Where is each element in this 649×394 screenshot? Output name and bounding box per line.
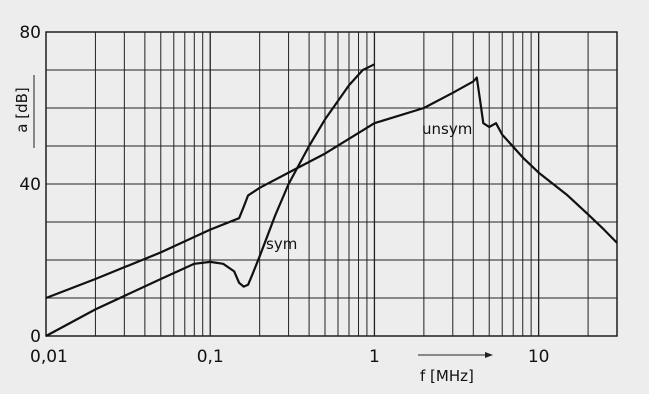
series-label-sym: sym: [266, 235, 297, 253]
x-tick-label: 1: [369, 347, 380, 367]
tick-labels: 0,01 0,1 1 10 0 40 80: [19, 23, 549, 367]
y-tick-label: 40: [19, 175, 41, 195]
series-line-unsym: [45, 76, 618, 300]
x-axis-arrow-head: [485, 352, 493, 358]
y-tick-label: 0: [30, 327, 41, 347]
x-tick-label: 0,1: [197, 347, 224, 367]
grid: [45, 31, 618, 337]
x-tick-label: 0,01: [30, 347, 68, 367]
x-axis-label: f [MHz]: [420, 367, 474, 385]
curves: [45, 63, 618, 337]
x-tick-label: 10: [528, 347, 550, 367]
y-axis-label: a [dB]: [13, 87, 31, 132]
y-tick-label: 80: [19, 23, 41, 43]
series-label-unsym: unsym: [422, 120, 472, 138]
series-line-sym: [45, 63, 375, 337]
